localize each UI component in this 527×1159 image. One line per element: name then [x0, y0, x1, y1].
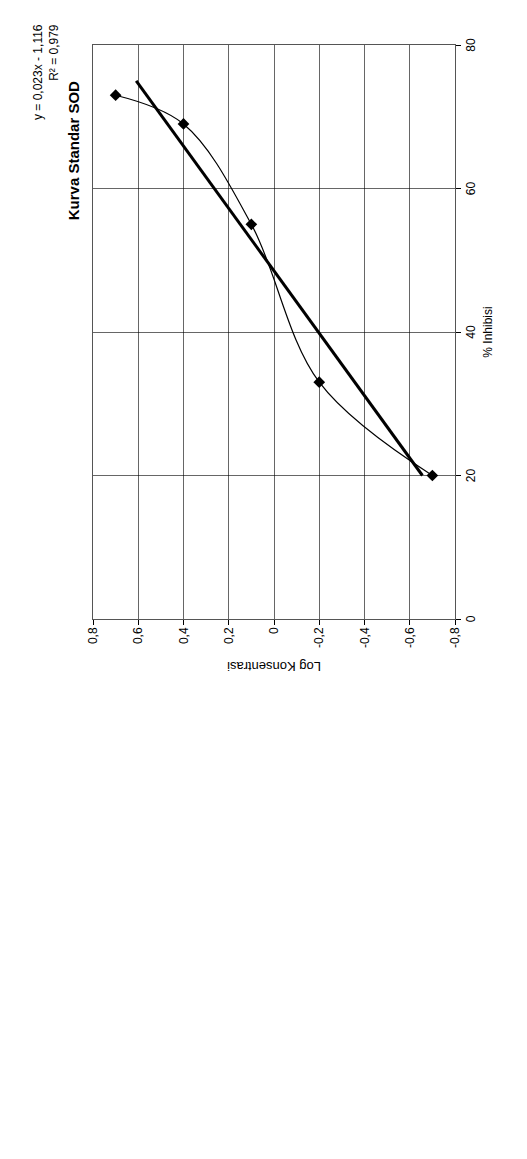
svg-text:80: 80 [464, 38, 478, 52]
svg-text:Log Konsentrasi: Log Konsentrasi [227, 659, 321, 674]
svg-text:-0,2: -0,2 [312, 627, 326, 648]
svg-text:0,8: 0,8 [86, 627, 100, 644]
svg-text:y = 0,023x - 1,116R² = 0,979: y = 0,023x - 1,116R² = 0,979 [31, 24, 61, 120]
svg-text:Kurva Standar SOD: Kurva Standar SOD [65, 81, 82, 220]
svg-text:% Inhibisi: % Inhibisi [481, 306, 495, 357]
svg-text:0: 0 [267, 627, 281, 634]
svg-text:-0,6: -0,6 [403, 627, 417, 648]
svg-text:20: 20 [464, 469, 478, 483]
svg-text:0,2: 0,2 [222, 627, 236, 644]
svg-text:60: 60 [464, 182, 478, 196]
svg-text:40: 40 [464, 325, 478, 339]
svg-text:-0,8: -0,8 [448, 627, 462, 648]
svg-text:0: 0 [464, 615, 478, 622]
svg-text:-0,4: -0,4 [358, 627, 372, 648]
svg-text:0,4: 0,4 [177, 627, 191, 644]
svg-text:0,6: 0,6 [131, 627, 145, 644]
